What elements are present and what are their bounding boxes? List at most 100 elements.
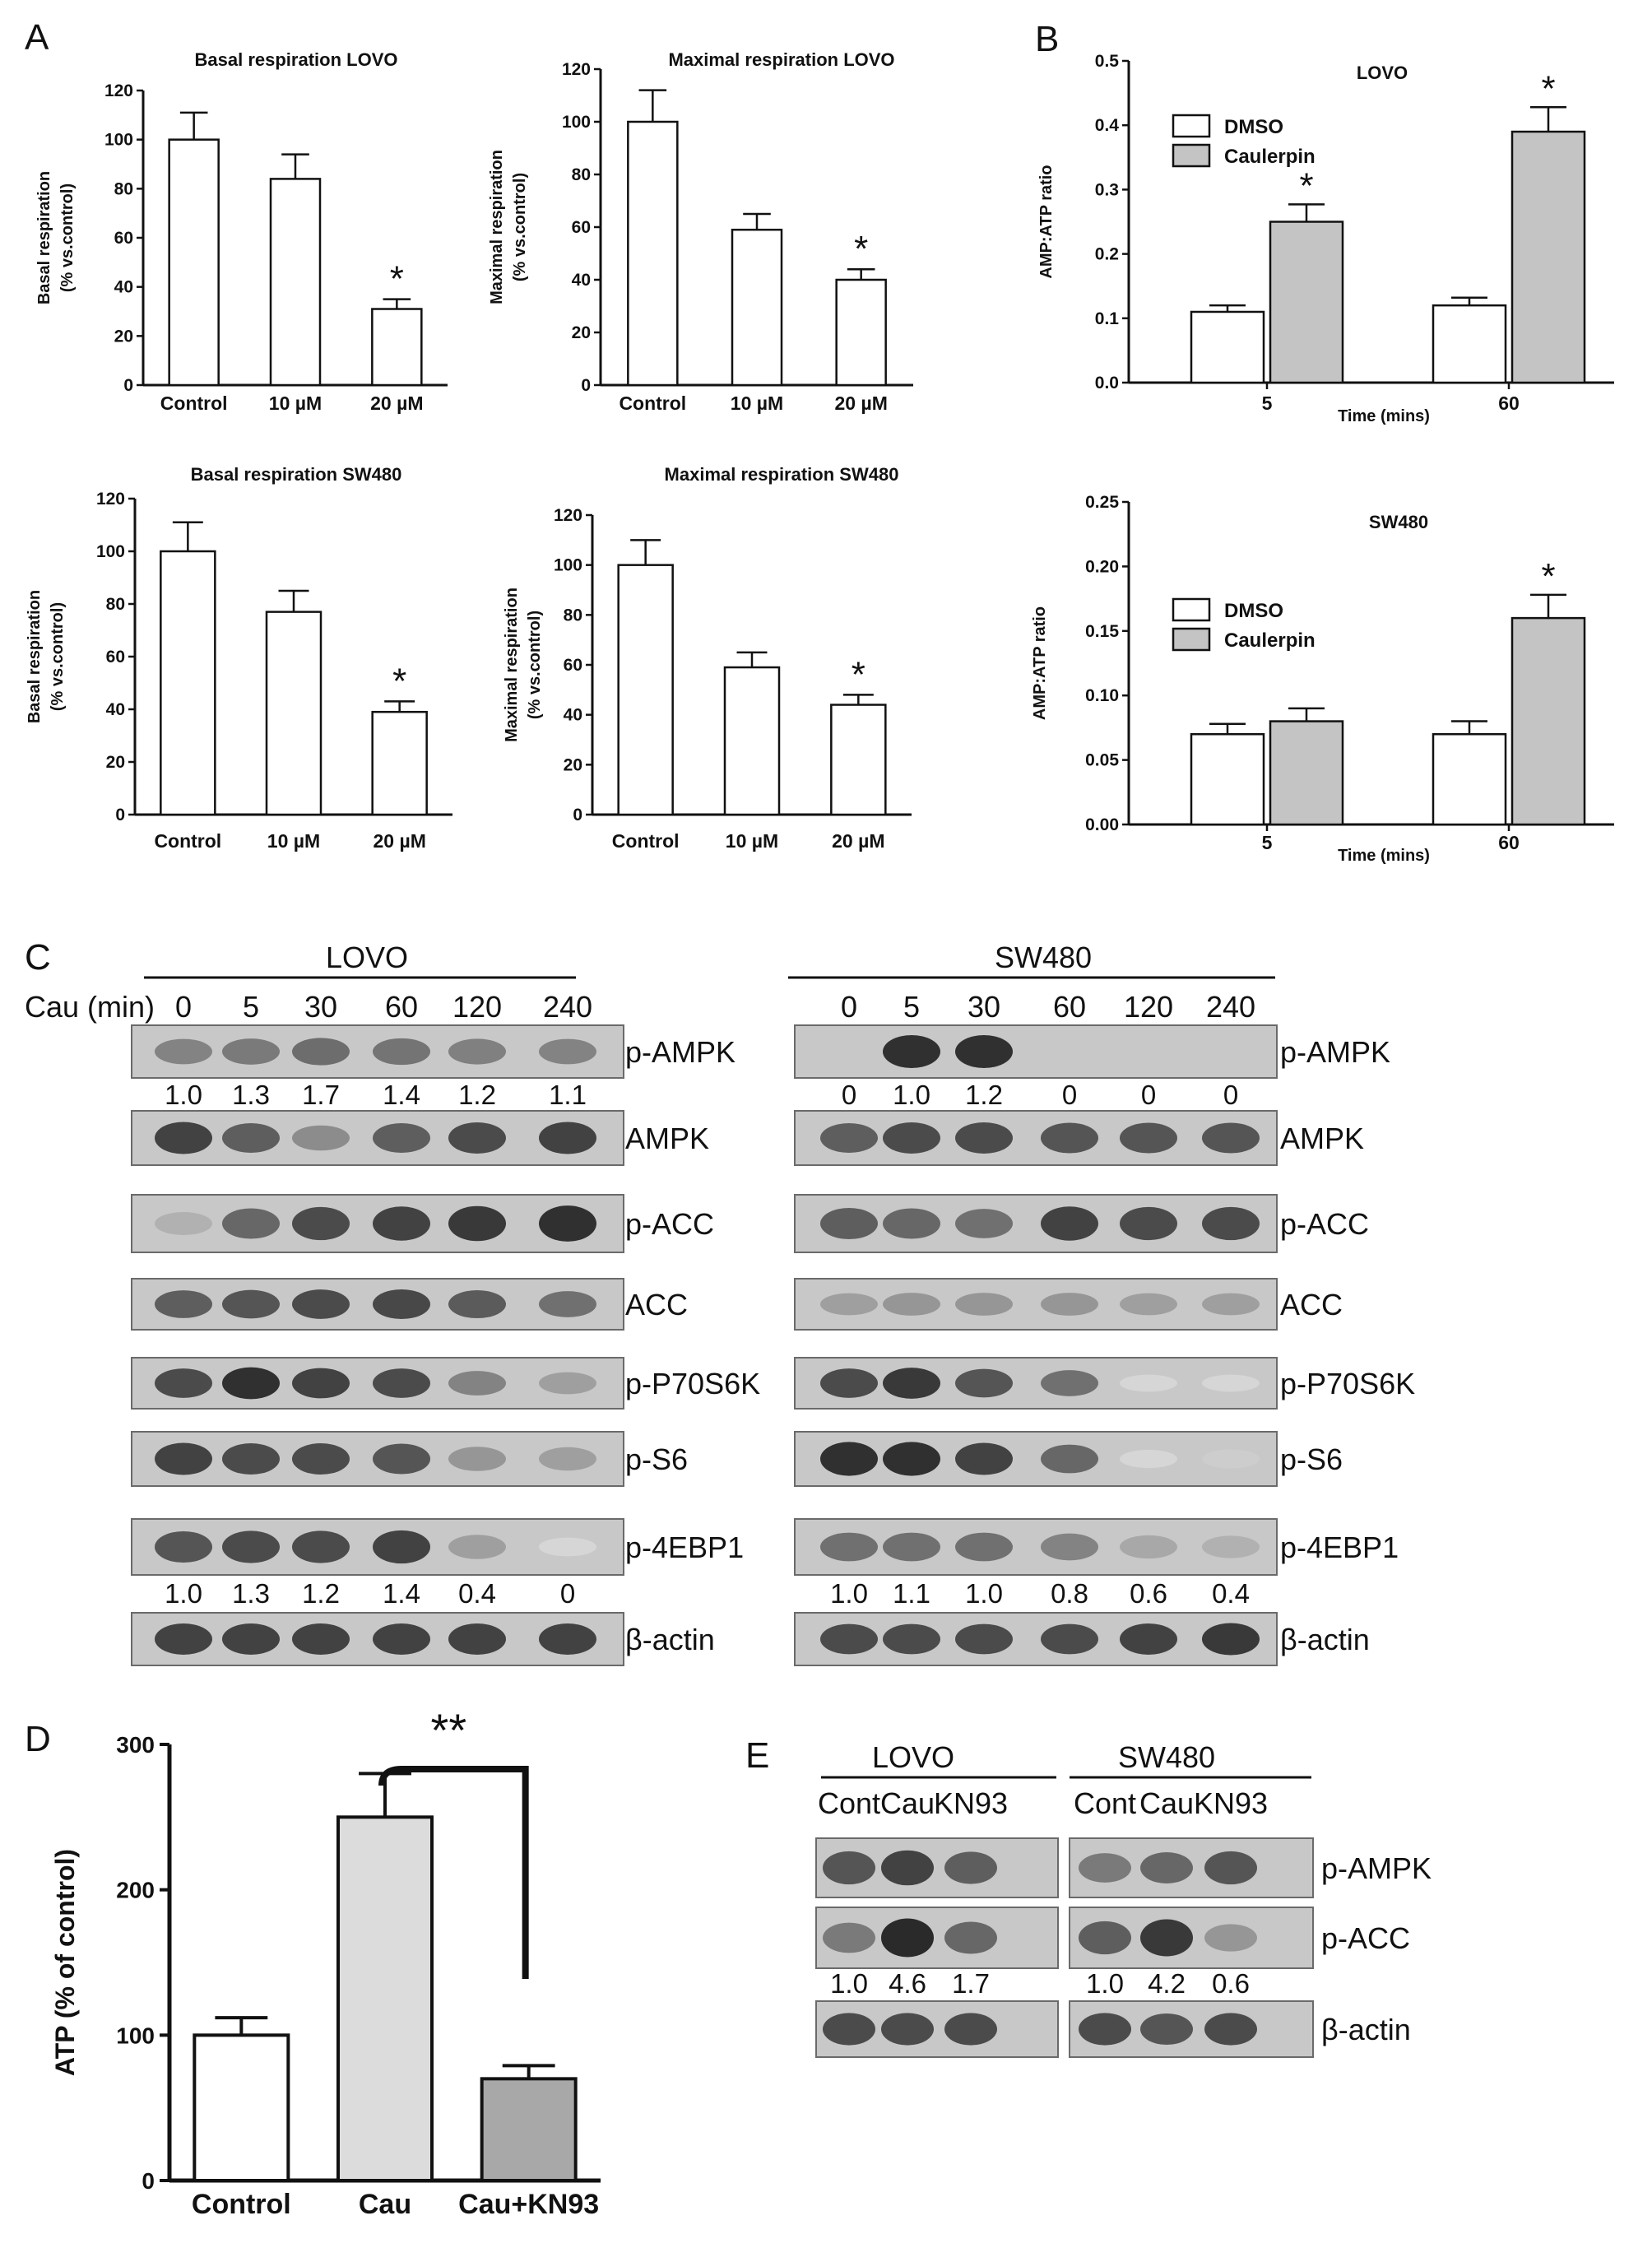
y-axis-label: Basal respiration <box>35 171 53 304</box>
blot-band <box>222 1367 280 1400</box>
x-category-label: 5 <box>1262 392 1273 414</box>
y-tick-label: 0.25 <box>1085 493 1119 512</box>
bar <box>627 120 679 387</box>
quantification-p-4ebp1: 1.3 <box>232 1578 270 1609</box>
panel-label-e: E <box>745 1735 769 1776</box>
western-blot-panel-c: LOVO Cau (min) 0 5 30 60 120 240 p-AMPK AMPK p-ACC… <box>25 941 1415 1666</box>
blot-strip-β-actin <box>1069 2000 1314 2058</box>
x-category-label: 10 µM <box>267 830 320 852</box>
quantification-p-4ebp1: 1.4 <box>383 1578 420 1609</box>
panel-label-c: C <box>25 937 51 978</box>
blot-band <box>1204 2013 1257 2046</box>
y-tick-label: 0.20 <box>1085 557 1119 576</box>
blot-band <box>222 1623 280 1655</box>
x-category-label: 20 µM <box>370 392 423 414</box>
blot-band <box>222 1442 280 1475</box>
blot-band <box>292 1289 350 1319</box>
significance-marker: * <box>854 229 868 269</box>
blot-row-label: p-P70S6K <box>625 1367 760 1400</box>
bar-dmso <box>1190 310 1265 384</box>
blot-band <box>539 1537 596 1557</box>
blot-strip-acc <box>131 1278 624 1331</box>
blot-band <box>222 1208 280 1239</box>
blot-strip-p-ampk <box>1069 1837 1314 1898</box>
blot-band <box>373 1530 430 1564</box>
quantification-p-4ebp1: 1.0 <box>830 1578 868 1609</box>
y-axis-label: (% vs.control) <box>49 602 67 711</box>
chart-title: SW480 <box>1369 512 1428 532</box>
bar-dmso <box>1432 304 1507 384</box>
quantification-p-4ebp1: 0.6 <box>1130 1578 1167 1609</box>
blot-band <box>292 1125 350 1151</box>
blot-row-label: p-ACC <box>1321 1921 1410 1955</box>
legend-swatch <box>1172 114 1211 138</box>
blot-strip-p-acc <box>794 1194 1278 1253</box>
x-category-label: 5 <box>1262 832 1273 853</box>
blot-band <box>1041 1370 1098 1396</box>
time-point-label: 0 <box>175 990 192 1024</box>
blot-band <box>222 1530 280 1563</box>
time-point-label: 240 <box>543 990 592 1024</box>
blot-band <box>883 1442 940 1476</box>
y-tick-label: 0.00 <box>1085 815 1119 834</box>
bar-dmso <box>1432 732 1507 826</box>
y-tick-label: 40 <box>572 271 591 290</box>
blot-band <box>539 1038 596 1065</box>
y-tick-label: 200 <box>116 1878 155 1903</box>
blot-row-label: p-P70S6K <box>1280 1367 1415 1400</box>
blot-row-label: p-AMPK <box>1321 1851 1432 1885</box>
blot-background <box>815 1907 1059 1969</box>
x-category-label: Control <box>619 392 686 414</box>
blot-band <box>883 1035 940 1068</box>
blot-band <box>1202 1122 1260 1154</box>
lane-label: Cau <box>1139 1786 1194 1820</box>
bar <box>168 138 220 387</box>
blot-band <box>883 1293 940 1316</box>
x-category-label: 20 µM <box>832 830 884 852</box>
legend-swatch <box>1172 627 1211 652</box>
blot-band <box>1079 1921 1131 1955</box>
chart-title: LOVO <box>1357 63 1408 83</box>
quantification-p-ampk: 0 <box>842 1080 856 1110</box>
y-axis-label: Maximal respiration <box>488 150 506 304</box>
time-point-label: 30 <box>304 990 337 1024</box>
blot-band <box>448 1535 506 1559</box>
y-tick-label: 20 <box>106 753 125 772</box>
chart-title: Basal respiration LOVO <box>195 49 398 70</box>
x-category-label: 10 µM <box>269 392 322 414</box>
time-point-label: 60 <box>385 990 418 1024</box>
chart-title: Maximal respiration LOVO <box>668 49 894 70</box>
blot-band <box>820 1532 878 1562</box>
quantification-p-ampk: 0 <box>1062 1080 1077 1110</box>
x-axis-label: Time (mins) <box>1338 847 1430 865</box>
legend-swatch <box>1172 143 1211 168</box>
x-category-label: 60 <box>1498 832 1520 853</box>
x-category-label: Control <box>612 830 680 852</box>
blot-strip-p-acc <box>815 1907 1059 1969</box>
blot-band <box>155 1368 212 1398</box>
blot-band <box>1041 1293 1098 1316</box>
blot-band <box>820 1368 878 1398</box>
y-tick-label: 0 <box>573 806 582 824</box>
y-axis-label: AMP:ATP ratio <box>1037 165 1056 278</box>
blot-background <box>815 1837 1059 1898</box>
blot-band <box>883 1122 940 1154</box>
quantification-p-ampk: 0 <box>1223 1080 1238 1110</box>
quantification-p-acc: 1.0 <box>830 1968 868 1999</box>
quantification-p-ampk: 1.7 <box>302 1080 340 1110</box>
blot-band <box>292 1623 350 1655</box>
blot-row-label: AMPK <box>1280 1122 1364 1155</box>
blot-band <box>155 1623 212 1655</box>
y-axis-label: ATP (% of control) <box>50 1849 80 2076</box>
quantification-p-ampk: 1.2 <box>965 1080 1003 1110</box>
blot-group-header: LOVO <box>872 1740 954 1774</box>
lane-label: Cau <box>880 1786 935 1820</box>
x-category-label: Cau <box>359 2189 411 2220</box>
blot-band <box>448 1447 506 1471</box>
blot-row-label: p-S6 <box>625 1442 688 1476</box>
blot-band <box>155 1530 212 1563</box>
bar <box>731 228 783 387</box>
blot-band <box>1202 1206 1260 1241</box>
blot-band <box>539 1205 596 1242</box>
significance-marker: * <box>1299 165 1313 206</box>
